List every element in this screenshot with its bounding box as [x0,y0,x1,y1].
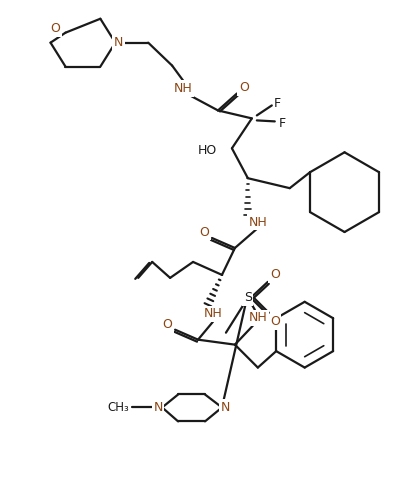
Text: CH₃: CH₃ [107,401,129,414]
Text: S: S [244,291,252,304]
Text: O: O [239,81,249,94]
Text: NH: NH [248,216,267,228]
Text: O: O [162,318,172,331]
Text: N: N [114,36,123,49]
Text: F: F [279,117,286,130]
Text: N: N [220,401,229,414]
Text: N: N [153,401,163,414]
Text: O: O [270,268,280,281]
Text: HO: HO [197,144,217,157]
Text: O: O [270,315,280,328]
Text: NH: NH [174,82,192,95]
Text: O: O [199,226,209,239]
Text: F: F [274,97,281,110]
Text: NH: NH [204,307,222,320]
Text: O: O [51,22,61,35]
Text: NH: NH [248,311,267,324]
